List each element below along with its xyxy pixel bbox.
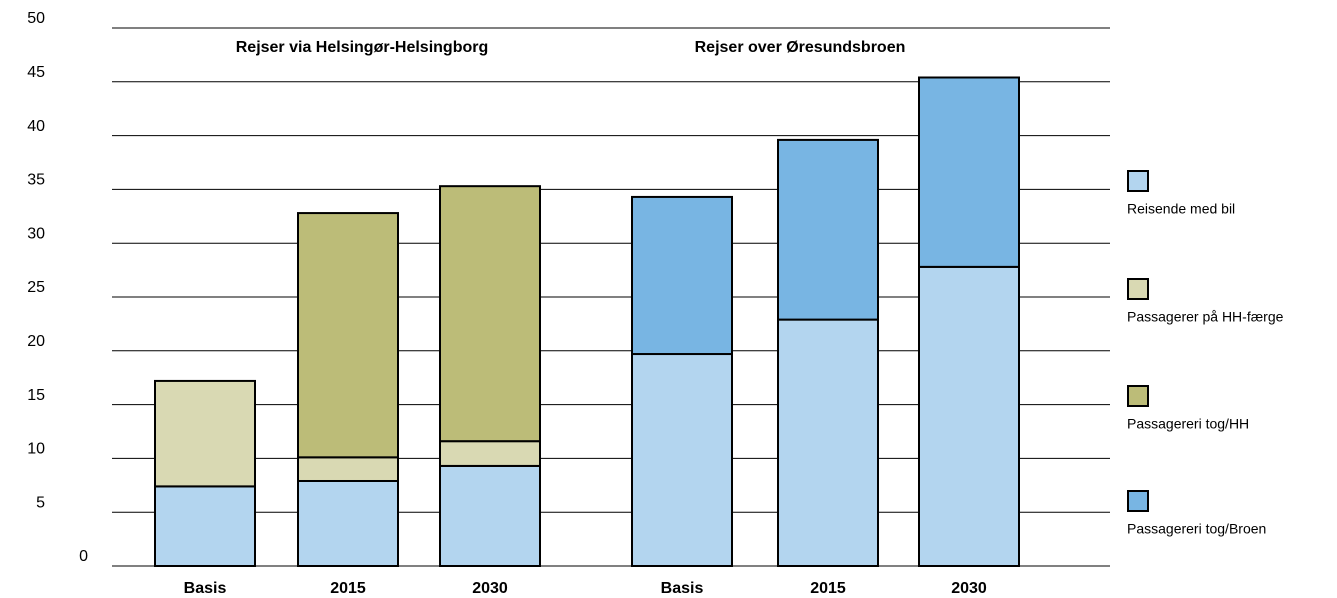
legend-swatch [1127,278,1149,300]
group-title: Rejser over Øresundsbroen [695,39,906,56]
y-tick-label: 0 [79,548,88,565]
y-tick-label: 10 [27,441,45,458]
x-tick-label: 2015 [810,580,846,597]
x-tick-label: 2030 [951,580,987,597]
legend-swatch [1127,385,1149,407]
x-tick-label: 2030 [472,580,508,597]
bar-segment [631,195,733,356]
legend-swatch [1127,170,1149,192]
bar-segment [439,185,541,443]
legend-label: Passagereri tog/Broen [1127,521,1266,537]
bar-segment [154,379,256,488]
y-tick-label: 35 [27,172,45,189]
bar-segment [631,353,733,568]
x-tick-label: Basis [184,580,227,597]
bar-segment [439,440,541,467]
y-tick-label: 15 [27,387,45,404]
bar-segment [439,464,541,568]
x-tick-label: Basis [661,580,704,597]
y-tick-label: 5 [36,494,45,511]
bar-segment [777,318,879,568]
bar-segment [918,265,1020,567]
legend-label: Passagerer på HH-færge [1127,309,1284,325]
y-tick-label: 50 [27,10,45,27]
y-tick-label: 30 [27,225,45,242]
legend-label: Passagereri tog/HH [1127,416,1249,432]
bar-segment [918,76,1020,268]
x-tick-label: 2015 [330,580,366,597]
y-tick-label: 45 [27,64,45,81]
legend-label: Reisende med bil [1127,201,1235,217]
legend-swatch [1127,490,1149,512]
y-tick-label: 20 [27,333,45,350]
y-tick-label: 25 [27,279,45,296]
group-title: Rejser via Helsingør-Helsingborg [236,39,489,56]
bar-segment [297,456,399,482]
bar-segment [297,479,399,567]
bar-segment [154,485,256,568]
y-tick-label: 40 [27,118,45,135]
bar-segment [297,212,399,459]
bar-segment [777,138,879,321]
